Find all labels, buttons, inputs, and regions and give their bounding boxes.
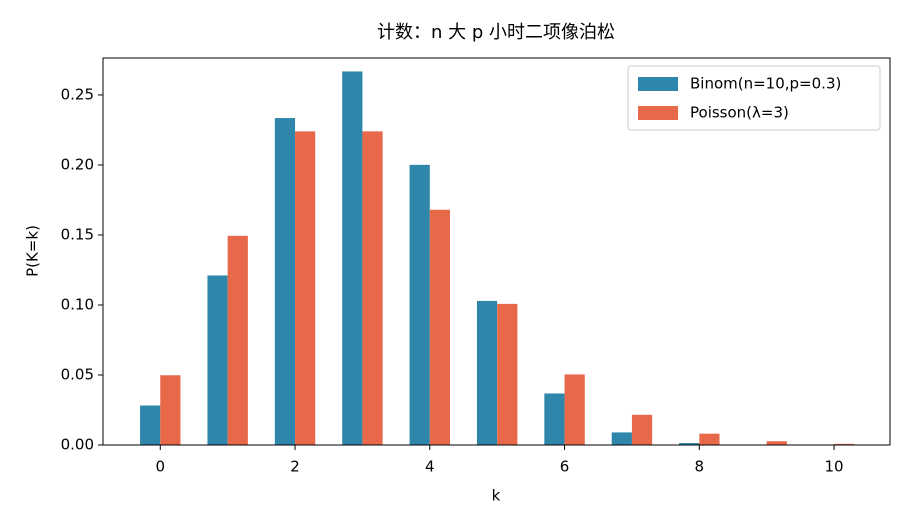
- x-tick-label: 10: [825, 458, 844, 476]
- bar: [497, 303, 518, 445]
- y-tick-label: 0.00: [61, 436, 94, 454]
- bar: [295, 131, 316, 445]
- chart-title: 计数：n 大 p 小时二项像泊松: [377, 22, 615, 43]
- legend-swatch: [638, 106, 678, 120]
- bar: [342, 71, 363, 445]
- plot-frame: [102, 57, 891, 446]
- x-axis-label: k: [492, 487, 501, 505]
- y-tick-label: 0.05: [61, 365, 94, 383]
- bar: [274, 118, 296, 445]
- bar: [409, 164, 430, 445]
- x-tick-label: 6: [560, 458, 570, 476]
- y-tick-label: 0.15: [61, 225, 94, 243]
- bar: [766, 441, 787, 445]
- bar: [611, 432, 632, 445]
- y-tick-label: 0.10: [61, 295, 94, 313]
- bar: [140, 405, 161, 445]
- bar: [631, 414, 653, 445]
- x-tick-label: 4: [425, 458, 435, 476]
- bar: [699, 433, 720, 445]
- legend-label: Binom(n=10,p=0.3): [690, 75, 841, 93]
- bar: [227, 235, 248, 445]
- bar: [679, 443, 700, 445]
- x-tick-label: 8: [695, 458, 705, 476]
- x-tick-label: 2: [290, 458, 300, 476]
- bar: [429, 209, 451, 445]
- bar: [362, 131, 383, 445]
- bar: [544, 393, 565, 445]
- y-tick-label: 0.25: [61, 85, 94, 103]
- x-tick-label: 0: [155, 458, 165, 476]
- bar: [564, 374, 585, 445]
- y-axis-label: P(K=k): [24, 225, 42, 277]
- y-tick-label: 0.20: [61, 155, 94, 173]
- bar: [834, 443, 855, 445]
- legend-label: Poisson(λ=3): [690, 104, 789, 122]
- legend-swatch: [638, 77, 678, 91]
- bar: [476, 300, 498, 445]
- legend-frame: [627, 65, 881, 131]
- bar: [160, 375, 181, 445]
- bar: [207, 275, 228, 445]
